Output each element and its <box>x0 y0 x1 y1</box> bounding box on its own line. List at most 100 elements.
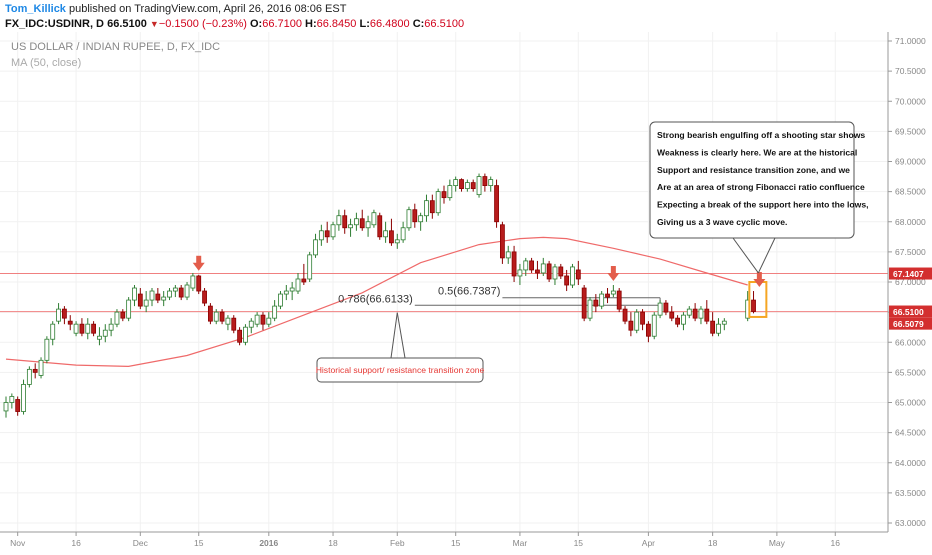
open-value: 66.7100 <box>262 18 302 30</box>
annotation-line: Support and resistance transition zone, … <box>657 165 850 175</box>
price-tick-label: 69.5000 <box>895 126 926 136</box>
price-change: −0.1500 (−0.23%) <box>158 18 247 30</box>
time-tick-label: 16 <box>831 538 841 548</box>
chart-header: Tom_Killick published on TradingView.com… <box>0 0 932 32</box>
candle-body <box>266 317 272 325</box>
candle-body <box>330 224 336 238</box>
candle-body <box>126 299 132 319</box>
candle-body <box>32 368 38 373</box>
candle-body <box>243 326 248 343</box>
candle-body <box>546 263 552 280</box>
time-tick-label: 2016 <box>259 538 278 548</box>
candle-body <box>342 215 348 229</box>
price-tick-label: 68.5000 <box>895 187 926 197</box>
arrows <box>192 255 766 288</box>
annotation-layer: Strong bearish engulfing off a shooting … <box>316 121 869 383</box>
candle-body <box>67 320 73 325</box>
candle-body <box>447 185 453 199</box>
candle-body <box>698 308 704 319</box>
annotation-pointer <box>757 237 776 274</box>
candle-body <box>657 302 663 316</box>
candle-body <box>21 384 26 412</box>
time-tick-label: 15 <box>451 538 461 548</box>
candle-body <box>213 311 219 322</box>
candle-body <box>15 399 21 412</box>
candle-body <box>394 239 400 244</box>
candle-body <box>359 218 365 229</box>
candle-body <box>50 323 56 340</box>
candle-body <box>313 239 318 256</box>
candle-body <box>301 278 307 283</box>
down-arrow-icon <box>607 266 620 282</box>
candle-body <box>307 254 313 280</box>
candle-body <box>278 293 283 307</box>
candle-body <box>651 314 657 337</box>
candle-body <box>523 260 529 271</box>
candle-body <box>137 293 143 307</box>
ohlc-line: FX_IDC:USDINR, D 66.5100 ▼−0.1500 (−0.23… <box>5 18 464 30</box>
candle-body <box>476 176 482 196</box>
candle-body <box>511 251 517 277</box>
candle-body <box>646 323 651 337</box>
candle-body <box>108 323 114 331</box>
down-arrow-icon <box>192 255 205 271</box>
callout-pointer <box>390 312 398 359</box>
candle-body <box>114 311 120 325</box>
candle-body <box>143 299 149 307</box>
candle-body <box>219 311 225 322</box>
candle-body <box>593 299 599 307</box>
time-tick-label: Feb <box>390 538 405 548</box>
time-tick-label: Apr <box>642 538 655 548</box>
fib-label: 0.786(66.6133) <box>338 293 413 305</box>
candle-body <box>44 338 50 361</box>
price-tick-label: 68.0000 <box>895 217 926 227</box>
price-tick-label: 69.0000 <box>895 157 926 167</box>
candle-body <box>196 275 202 292</box>
close-value: 66.5100 <box>424 18 465 30</box>
candle-body <box>260 314 266 325</box>
candle-body <box>38 359 44 376</box>
candle-body <box>441 191 447 199</box>
candle-body <box>599 293 605 307</box>
high-label: H: <box>305 18 317 30</box>
time-tick-label: Nov <box>10 538 26 548</box>
time-tick-label: 15 <box>574 538 584 548</box>
price-tag: 66.5100 <box>889 305 932 318</box>
time-axis: Nov 16 Dec 15 2016 18 Feb 15 Mar 15 Apr 18 May 16 <box>10 532 840 548</box>
author-link[interactable]: Tom_Killick <box>5 3 66 15</box>
candle-body <box>324 230 330 238</box>
candle-body <box>517 269 523 277</box>
time-tick-label: 15 <box>194 538 204 548</box>
candle-body <box>751 299 756 312</box>
candle-body <box>97 335 102 340</box>
candle-body <box>488 179 494 186</box>
high-value: 66.8450 <box>316 18 357 30</box>
price-tag-label: 66.5079 <box>893 319 924 329</box>
candle-body <box>424 200 429 217</box>
candles <box>3 173 768 418</box>
price-chart[interactable]: 0.5(66.7387) 0.786(66.6133) Strong bearis… <box>0 32 932 550</box>
callout-pointer <box>396 312 406 359</box>
candle-body <box>272 305 278 319</box>
time-tick-label: May <box>769 538 786 548</box>
annotation-line: Strong bearish engulfing off a shooting … <box>657 130 865 140</box>
candle-body <box>640 311 645 325</box>
time-tick-label: 18 <box>708 538 718 548</box>
candle-body <box>505 251 511 259</box>
horizontal-lines <box>0 273 888 313</box>
candle-body <box>178 287 184 298</box>
candle-body <box>9 396 15 403</box>
candle-body <box>73 323 79 334</box>
candle-body <box>155 293 161 301</box>
candle-body <box>172 287 178 292</box>
candle-body <box>459 179 464 190</box>
candle-body <box>377 215 383 238</box>
candle-body <box>91 323 96 334</box>
low-value: 66.4800 <box>369 18 410 30</box>
candle-body <box>161 296 167 301</box>
candle-body <box>348 224 353 229</box>
candle-body <box>435 191 441 214</box>
callout-text: Historical support/ resistance transitio… <box>316 365 485 375</box>
annotation-line: Are at an area of strong Fibonacci ratio… <box>657 182 865 192</box>
price-tick-label: 65.0000 <box>895 398 926 408</box>
